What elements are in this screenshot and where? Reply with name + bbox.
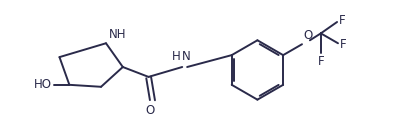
Text: H: H bbox=[171, 50, 180, 63]
Text: HO: HO bbox=[34, 78, 52, 91]
Text: F: F bbox=[318, 55, 324, 68]
Text: N: N bbox=[182, 50, 191, 63]
Text: NH: NH bbox=[109, 28, 126, 41]
Text: F: F bbox=[340, 38, 346, 51]
Text: O: O bbox=[145, 104, 154, 117]
Text: O: O bbox=[303, 29, 312, 42]
Text: F: F bbox=[339, 14, 345, 27]
